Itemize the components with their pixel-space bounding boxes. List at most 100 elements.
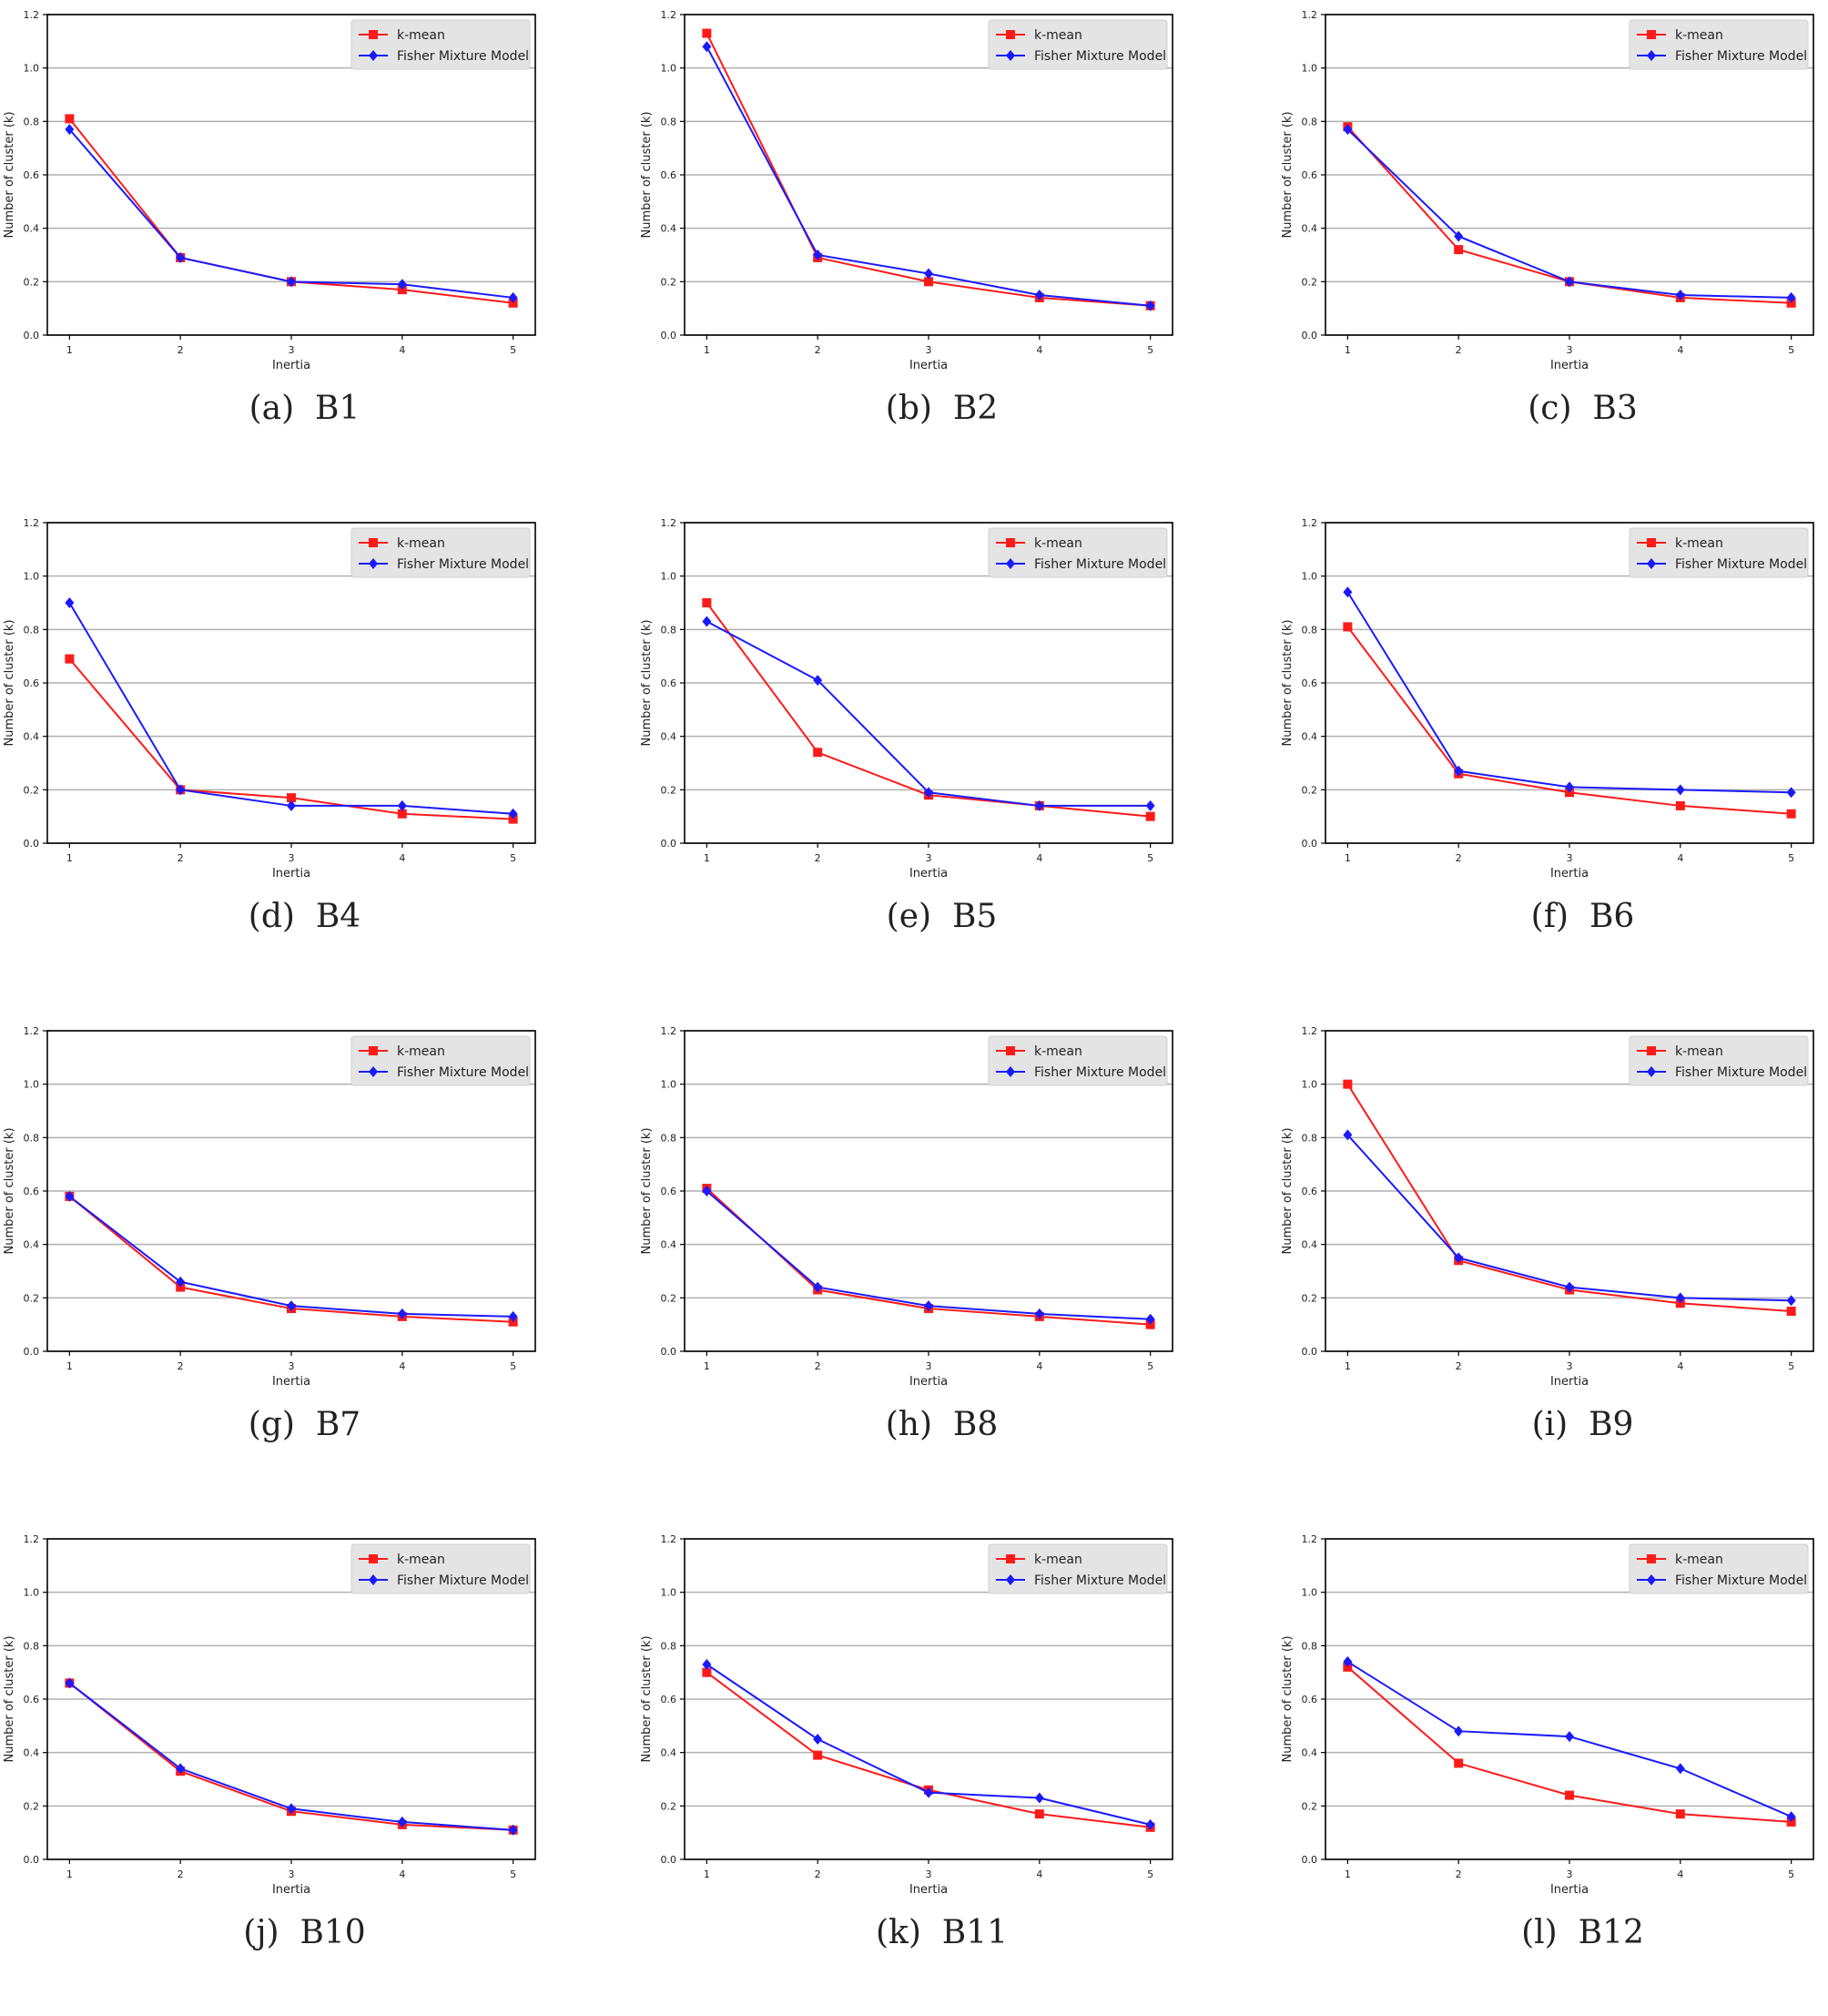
point-fisher	[65, 1677, 75, 1689]
caption-label: (e)	[886, 898, 932, 935]
legend-label: k-mean	[1034, 28, 1082, 43]
point-fisher	[702, 41, 712, 53]
legend-marker-kmean	[1647, 538, 1656, 547]
series-line-fisher	[706, 1664, 1151, 1826]
x-tick-label: 4	[1677, 344, 1683, 356]
caption-label: (h)	[885, 1406, 933, 1443]
legend-label: Fisher Mixture Model	[397, 49, 529, 64]
legend-box	[988, 527, 1168, 578]
legend-marker-kmean	[369, 30, 378, 39]
point-fisher	[1675, 1292, 1685, 1304]
point-fisher	[1454, 1252, 1464, 1264]
y-tick-label: 0.8	[24, 1640, 40, 1652]
x-tick-label: 3	[1567, 1868, 1573, 1880]
point-kmean	[1343, 1079, 1353, 1089]
subfigure-caption: (l) B12	[1278, 1914, 1828, 1951]
y-tick-label: 0.2	[24, 1292, 40, 1304]
x-tick-label: 2	[815, 852, 821, 864]
point-kmean	[813, 1750, 823, 1760]
y-axis-label: Number of cluster (k)	[640, 1635, 654, 1762]
y-tick-label: 0.8	[661, 116, 677, 127]
y-tick-label: 0.6	[1302, 677, 1318, 689]
point-kmean	[65, 654, 75, 664]
y-tick-label: 1.2	[24, 1025, 40, 1037]
y-tick-label: 0.0	[661, 330, 677, 341]
point-fisher	[176, 251, 186, 263]
legend-marker-kmean	[369, 1554, 378, 1563]
y-tick-label: 0.0	[661, 1346, 677, 1358]
y-tick-label: 1.0	[1302, 1587, 1318, 1599]
legend-marker-fisher	[1006, 1066, 1015, 1077]
caption-name: B1	[315, 390, 361, 427]
x-axis-label: Inertia	[272, 359, 310, 372]
x-tick-label: 5	[1147, 1868, 1153, 1880]
x-tick-label: 5	[1788, 1360, 1794, 1372]
legend-label: k-mean	[397, 1553, 445, 1567]
plot-frame	[1325, 1030, 1814, 1352]
point-fisher	[1454, 230, 1464, 242]
y-tick-label: 0.4	[24, 731, 40, 743]
caption-name: B10	[300, 1914, 366, 1951]
series-line-fisher	[706, 46, 1151, 307]
legend-marker-fisher	[1647, 1574, 1656, 1585]
chart-panel-b9: 0.0 0.2 0.4 0.6 0.8 1.0 1.2 1 2 3 4 5 Inertia Number …	[1278, 1016, 1828, 1508]
y-tick-label: 1.0	[1302, 63, 1318, 75]
y-tick-label: 0.6	[1302, 1694, 1318, 1705]
y-tick-label: 0.2	[24, 276, 40, 288]
chart-panel-b10: 0.0 0.2 0.4 0.6 0.8 1.0 1.2 1 2 3 4 5 Inertia Number …	[0, 1524, 609, 2016]
y-tick-label: 0.8	[661, 1640, 677, 1652]
chart-panel-b2: 0.0 0.2 0.4 0.6 0.8 1.0 1.2 1 2 3 4 5 Inertia Number …	[637, 0, 1246, 492]
x-axis-label: Inertia	[272, 1883, 310, 1897]
y-axis-label: Number of cluster (k)	[1281, 111, 1295, 238]
caption-label: (a)	[249, 390, 295, 427]
plot-frame	[1325, 522, 1814, 844]
point-kmean	[1786, 809, 1796, 819]
y-tick-label: 0.6	[24, 1694, 40, 1705]
y-tick-label: 1.2	[661, 9, 677, 21]
y-tick-label: 1.2	[24, 517, 40, 529]
point-fisher	[508, 808, 518, 820]
point-kmean	[287, 793, 296, 803]
caption-label: (b)	[885, 390, 932, 427]
subfigure-caption: (g) B7	[0, 1406, 609, 1443]
x-axis-label: Inertia	[1550, 359, 1589, 372]
y-tick-label: 0.4	[1302, 1747, 1318, 1759]
y-tick-label: 1.2	[1302, 9, 1318, 21]
legend-marker-kmean	[369, 538, 378, 547]
chart-svg: 0.0 0.2 0.4 0.6 0.8 1.0 1.2 1 2 3 4 5 Inertia Number …	[640, 517, 1173, 881]
point-kmean	[1565, 1790, 1574, 1800]
x-tick-label: 1	[1345, 852, 1351, 864]
point-kmean	[1145, 811, 1155, 821]
legend-label: Fisher Mixture Model	[397, 557, 529, 572]
legend-marker-fisher	[369, 1574, 378, 1585]
legend-label: k-mean	[1034, 1553, 1082, 1567]
point-fisher	[287, 1803, 296, 1815]
legend-label: Fisher Mixture Model	[397, 1573, 529, 1588]
point-fisher	[1145, 300, 1155, 311]
chart-svg: 0.0 0.2 0.4 0.6 0.8 1.0 1.2 1 2 3 4 5 Inertia Number …	[640, 1533, 1173, 1897]
x-tick-label: 5	[510, 344, 516, 356]
plot-frame	[684, 1030, 1173, 1352]
y-tick-label: 0.2	[24, 1800, 40, 1812]
legend-marker-kmean	[1647, 1046, 1656, 1055]
y-tick-label: 0.4	[1302, 731, 1318, 743]
point-fisher	[1565, 1731, 1574, 1743]
y-tick-label: 0.2	[1302, 784, 1318, 796]
x-axis-label: Inertia	[272, 1375, 310, 1389]
series-line-kmean	[706, 33, 1151, 307]
y-tick-label: 0.6	[661, 169, 677, 181]
x-tick-label: 4	[1036, 344, 1042, 356]
x-tick-label: 1	[66, 852, 73, 864]
series-line-kmean	[1346, 1084, 1792, 1312]
x-tick-label: 3	[926, 1868, 932, 1880]
y-tick-label: 1.0	[24, 571, 40, 583]
chart-panel-b7: 0.0 0.2 0.4 0.6 0.8 1.0 1.2 1 2 3 4 5 Inertia Number …	[0, 1016, 609, 1508]
x-tick-label: 1	[1345, 1360, 1351, 1372]
point-fisher	[1565, 1281, 1574, 1293]
caption-name: B2	[952, 390, 999, 427]
legend-marker-kmean	[1006, 538, 1015, 547]
x-tick-label: 2	[1456, 852, 1462, 864]
plot-frame	[46, 14, 536, 336]
y-axis-label: Number of cluster (k)	[1281, 619, 1295, 746]
